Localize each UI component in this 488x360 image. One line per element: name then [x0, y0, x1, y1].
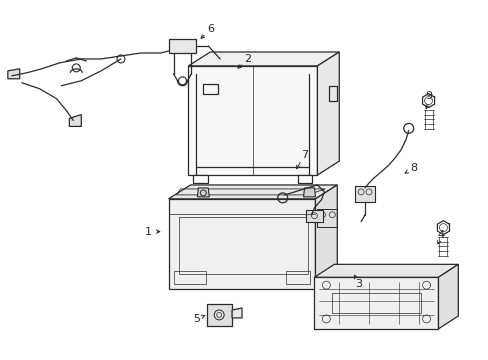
Polygon shape — [188, 52, 339, 66]
Text: 6: 6 — [206, 24, 213, 34]
Polygon shape — [197, 188, 209, 197]
Polygon shape — [314, 277, 438, 329]
Polygon shape — [315, 185, 337, 289]
Polygon shape — [69, 114, 81, 126]
Polygon shape — [8, 69, 20, 79]
Polygon shape — [303, 188, 315, 197]
Text: 2: 2 — [244, 54, 251, 64]
Polygon shape — [297, 175, 312, 183]
Text: 4: 4 — [437, 230, 444, 239]
Polygon shape — [438, 264, 457, 329]
Polygon shape — [168, 199, 315, 289]
Text: 1: 1 — [145, 226, 152, 237]
Text: 8: 8 — [409, 163, 416, 173]
Polygon shape — [314, 264, 457, 277]
Text: 9: 9 — [424, 91, 431, 101]
Polygon shape — [305, 210, 323, 222]
Text: 3: 3 — [355, 279, 362, 289]
Polygon shape — [207, 304, 232, 326]
Text: 7: 7 — [300, 150, 307, 160]
Polygon shape — [193, 175, 208, 183]
Polygon shape — [188, 66, 317, 175]
Polygon shape — [168, 39, 196, 53]
Polygon shape — [232, 308, 242, 318]
Text: 5: 5 — [192, 314, 200, 324]
Polygon shape — [354, 186, 374, 202]
Polygon shape — [168, 185, 337, 199]
Polygon shape — [317, 52, 339, 175]
